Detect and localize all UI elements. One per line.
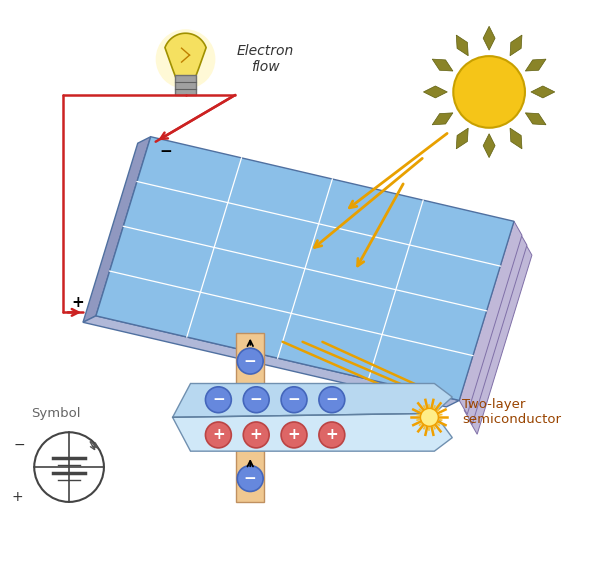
Polygon shape <box>432 59 453 71</box>
Circle shape <box>34 432 104 502</box>
Polygon shape <box>173 413 452 451</box>
Polygon shape <box>459 221 522 414</box>
Polygon shape <box>424 86 448 98</box>
FancyBboxPatch shape <box>236 450 264 502</box>
Polygon shape <box>526 113 546 125</box>
Polygon shape <box>456 35 468 55</box>
Text: −: − <box>159 144 172 159</box>
Polygon shape <box>96 137 514 400</box>
Text: −: − <box>244 471 257 486</box>
Polygon shape <box>469 241 532 434</box>
Polygon shape <box>510 128 522 149</box>
Polygon shape <box>432 113 453 125</box>
Text: +: + <box>287 427 301 443</box>
Polygon shape <box>165 33 206 77</box>
Polygon shape <box>173 384 452 417</box>
Circle shape <box>155 29 215 89</box>
Text: Symbol: Symbol <box>31 407 81 420</box>
FancyBboxPatch shape <box>236 333 264 384</box>
Circle shape <box>205 422 232 448</box>
Circle shape <box>243 422 269 448</box>
Polygon shape <box>83 137 151 322</box>
Text: +: + <box>71 295 85 310</box>
Circle shape <box>453 56 525 128</box>
Circle shape <box>319 422 345 448</box>
Circle shape <box>243 387 269 413</box>
Text: Two-layer
semiconductor: Two-layer semiconductor <box>462 398 561 426</box>
Polygon shape <box>526 59 546 71</box>
Polygon shape <box>510 35 522 55</box>
Circle shape <box>281 422 307 448</box>
Polygon shape <box>83 316 459 407</box>
Polygon shape <box>483 134 495 157</box>
Text: −: − <box>244 354 257 368</box>
Text: −: − <box>212 392 225 408</box>
Text: Electron
flow: Electron flow <box>236 44 294 74</box>
Text: +: + <box>250 427 263 443</box>
Circle shape <box>237 466 263 491</box>
Circle shape <box>421 409 439 426</box>
Polygon shape <box>483 26 495 50</box>
FancyBboxPatch shape <box>175 75 196 95</box>
Text: −: − <box>13 438 25 452</box>
Text: −: − <box>325 392 338 408</box>
Polygon shape <box>456 128 468 149</box>
Circle shape <box>237 348 263 374</box>
Circle shape <box>319 387 345 413</box>
Circle shape <box>205 387 232 413</box>
Polygon shape <box>464 231 527 424</box>
Text: +: + <box>11 490 23 504</box>
Text: +: + <box>212 427 225 443</box>
Circle shape <box>281 387 307 413</box>
Text: −: − <box>287 392 301 408</box>
Text: +: + <box>325 427 338 443</box>
Text: −: − <box>250 392 263 408</box>
Polygon shape <box>531 86 555 98</box>
